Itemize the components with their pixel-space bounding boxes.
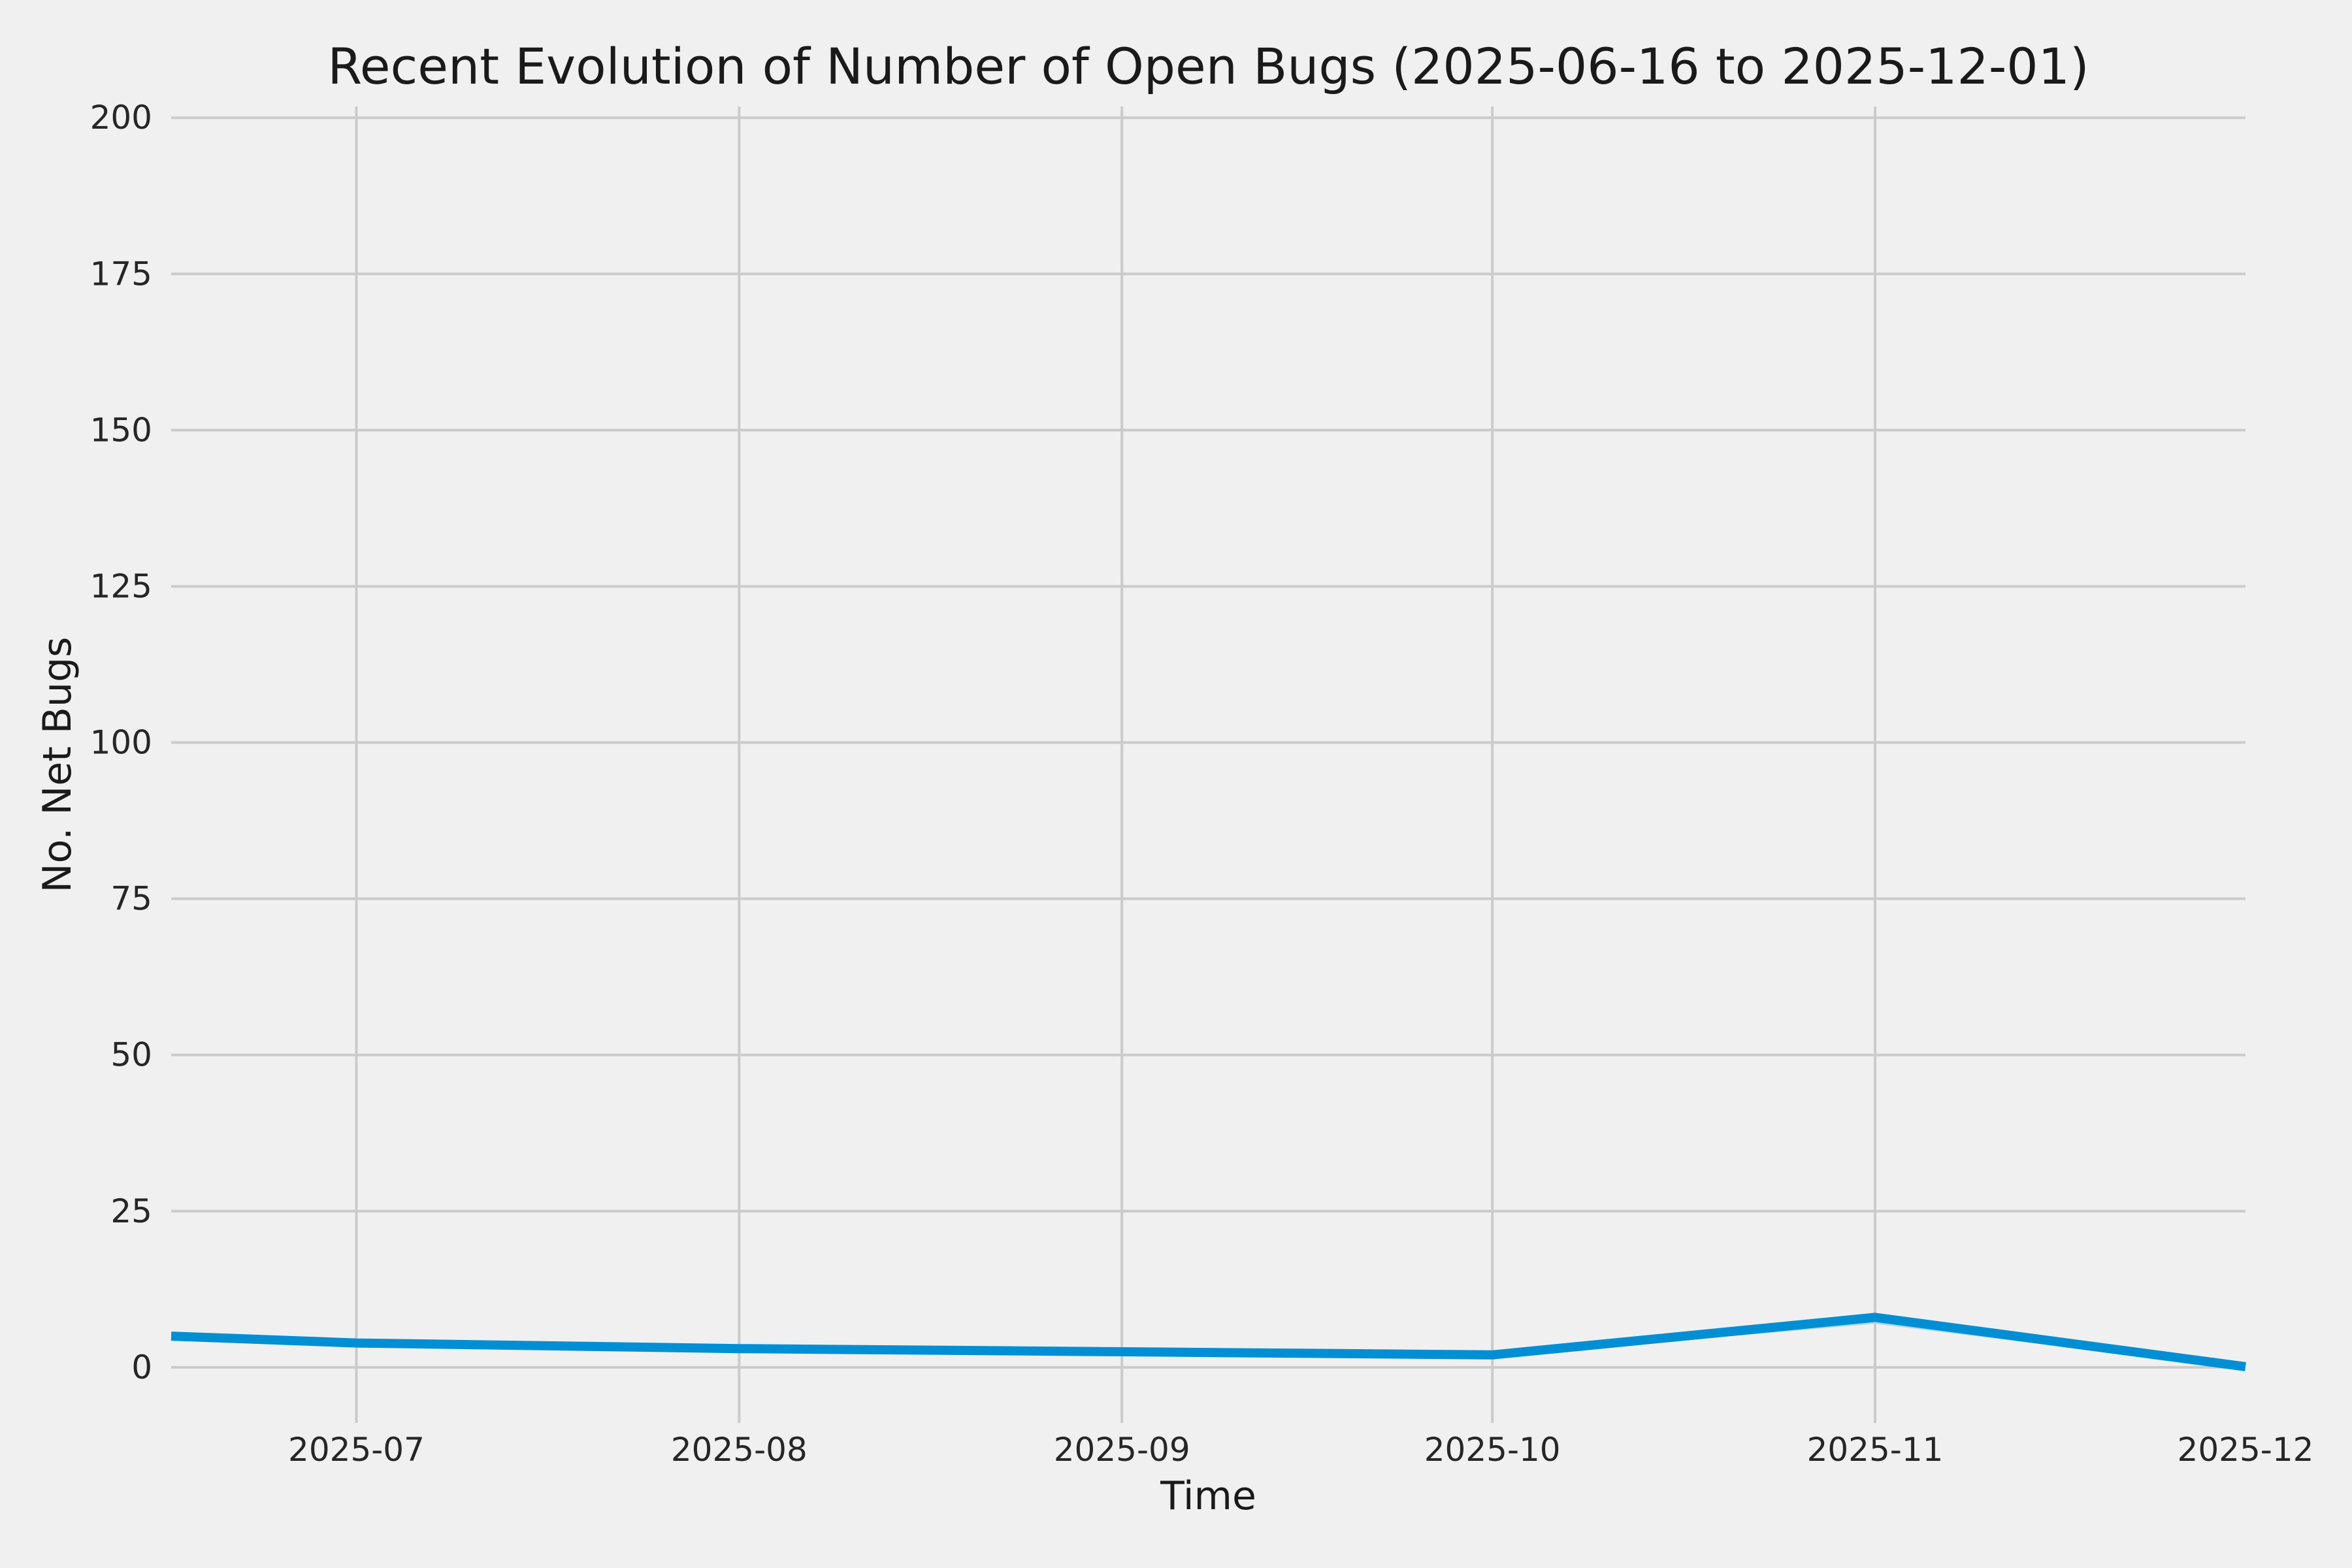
x-tick-label-2025-09: 2025-09: [1054, 1431, 1190, 1469]
x-tick-label-2025-10: 2025-10: [1424, 1431, 1561, 1469]
chart-series: [171, 1313, 2246, 1371]
y-axis-label: No. Net Bugs: [35, 637, 80, 893]
x-axis-tick-labels: 2025-07 2025-08 2025-09 2025-10 2025-11 2025-…: [288, 1431, 2313, 1469]
y-tick-label-150: 150: [90, 411, 152, 449]
chart-title: Recent Evolution of Number of Open Bugs …: [327, 37, 2089, 95]
y-tick-label-25: 25: [110, 1192, 152, 1230]
series-line-open-bugs: [171, 1313, 2246, 1371]
y-tick-label-50: 50: [110, 1036, 152, 1074]
vertical-gridlines: [355, 106, 1877, 1423]
x-axis-label: Time: [1160, 1473, 1256, 1519]
y-tick-label-125: 125: [90, 567, 152, 605]
y-tick-label-100: 100: [90, 724, 152, 762]
y-axis-tick-labels: 0 25 50 75 100 125 150 175 200: [90, 99, 152, 1386]
x-tick-label-2025-11: 2025-11: [1807, 1431, 1944, 1469]
x-tick-label-2025-08: 2025-08: [671, 1431, 808, 1469]
y-tick-label-200: 200: [90, 99, 152, 137]
y-tick-label-75: 75: [110, 880, 152, 918]
horizontal-gridlines: [171, 116, 2246, 1369]
x-tick-label-2025-12: 2025-12: [2178, 1431, 2314, 1469]
y-tick-label-0: 0: [131, 1348, 152, 1386]
x-tick-label-2025-07: 2025-07: [288, 1431, 425, 1469]
y-tick-label-175: 175: [90, 255, 152, 293]
